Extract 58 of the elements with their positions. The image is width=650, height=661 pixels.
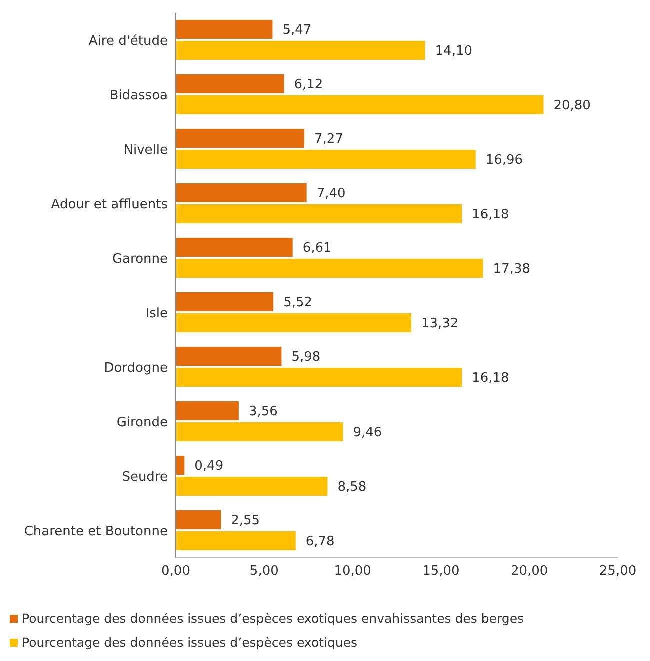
- bar: [176, 41, 426, 60]
- x-tick-label: 0,00: [162, 564, 190, 580]
- x-tick-label: 25,00: [599, 564, 637, 580]
- data-label: 20,80: [554, 98, 591, 114]
- bar: [176, 184, 307, 202]
- x-tick-label: 5,00: [250, 564, 279, 580]
- bar: [176, 510, 222, 530]
- data-label: 7,40: [316, 186, 346, 202]
- bar: [176, 314, 412, 332]
- y-tick-label: Dordogne: [104, 360, 168, 376]
- data-label: 6,61: [302, 241, 332, 256]
- y-tick-label: Gironde: [116, 415, 168, 430]
- bar: [176, 150, 476, 169]
- bar: [176, 532, 296, 550]
- y-tick-label: Isle: [146, 306, 168, 322]
- data-label: 13,32: [422, 316, 459, 332]
- bar: [176, 259, 484, 278]
- y-tick-label: Adour et affluents: [51, 197, 168, 212]
- data-label: 8,58: [338, 480, 367, 496]
- bar: [176, 129, 305, 148]
- data-label: 16,18: [472, 371, 510, 386]
- bar: [176, 204, 462, 224]
- y-tick-label: Charente et Boutonne: [24, 524, 168, 540]
- data-label: 0,49: [194, 459, 224, 474]
- bar: [176, 74, 284, 94]
- bar: [176, 20, 273, 39]
- data-label: 6,12: [294, 78, 324, 93]
- y-tick-label: Aire d'étude: [88, 34, 168, 49]
- bar: [176, 368, 462, 387]
- bar: [176, 96, 544, 114]
- data-label: 5,98: [292, 350, 321, 366]
- y-tick-label: Nivelle: [124, 142, 168, 158]
- data-label: 17,38: [493, 262, 530, 278]
- x-tick-label: 10,00: [334, 564, 372, 580]
- legend-label: Pourcentage des données issues d’espèces exotiques envahissantes des berges: [22, 610, 524, 628]
- x-tick-label: 20,00: [510, 564, 548, 580]
- data-label: 7,27: [314, 132, 344, 148]
- data-label: 2,55: [231, 514, 260, 529]
- bar: [176, 292, 274, 312]
- bar: [176, 402, 239, 420]
- data-label: 6,78: [306, 534, 335, 550]
- y-tick-label: Garonne: [112, 252, 168, 267]
- data-label: 3,56: [248, 404, 278, 420]
- legend-label: Pourcentage des données issues d’espèces exotiques: [22, 634, 358, 652]
- data-label: 14,10: [435, 44, 473, 60]
- bar: [176, 477, 328, 496]
- data-label: 5,52: [284, 296, 313, 311]
- bar: [176, 456, 185, 475]
- data-label: 5,47: [282, 23, 312, 38]
- y-tick-label: Seudre: [122, 470, 168, 485]
- data-label: 16,18: [472, 208, 510, 223]
- bar: [176, 347, 282, 366]
- x-tick-label: 15,00: [422, 564, 460, 580]
- bar: [176, 238, 293, 257]
- y-tick-label: Bidassoa: [110, 88, 168, 104]
- data-label: 9,46: [353, 426, 382, 441]
- bar: [176, 422, 344, 442]
- data-label: 16,96: [486, 153, 524, 168]
